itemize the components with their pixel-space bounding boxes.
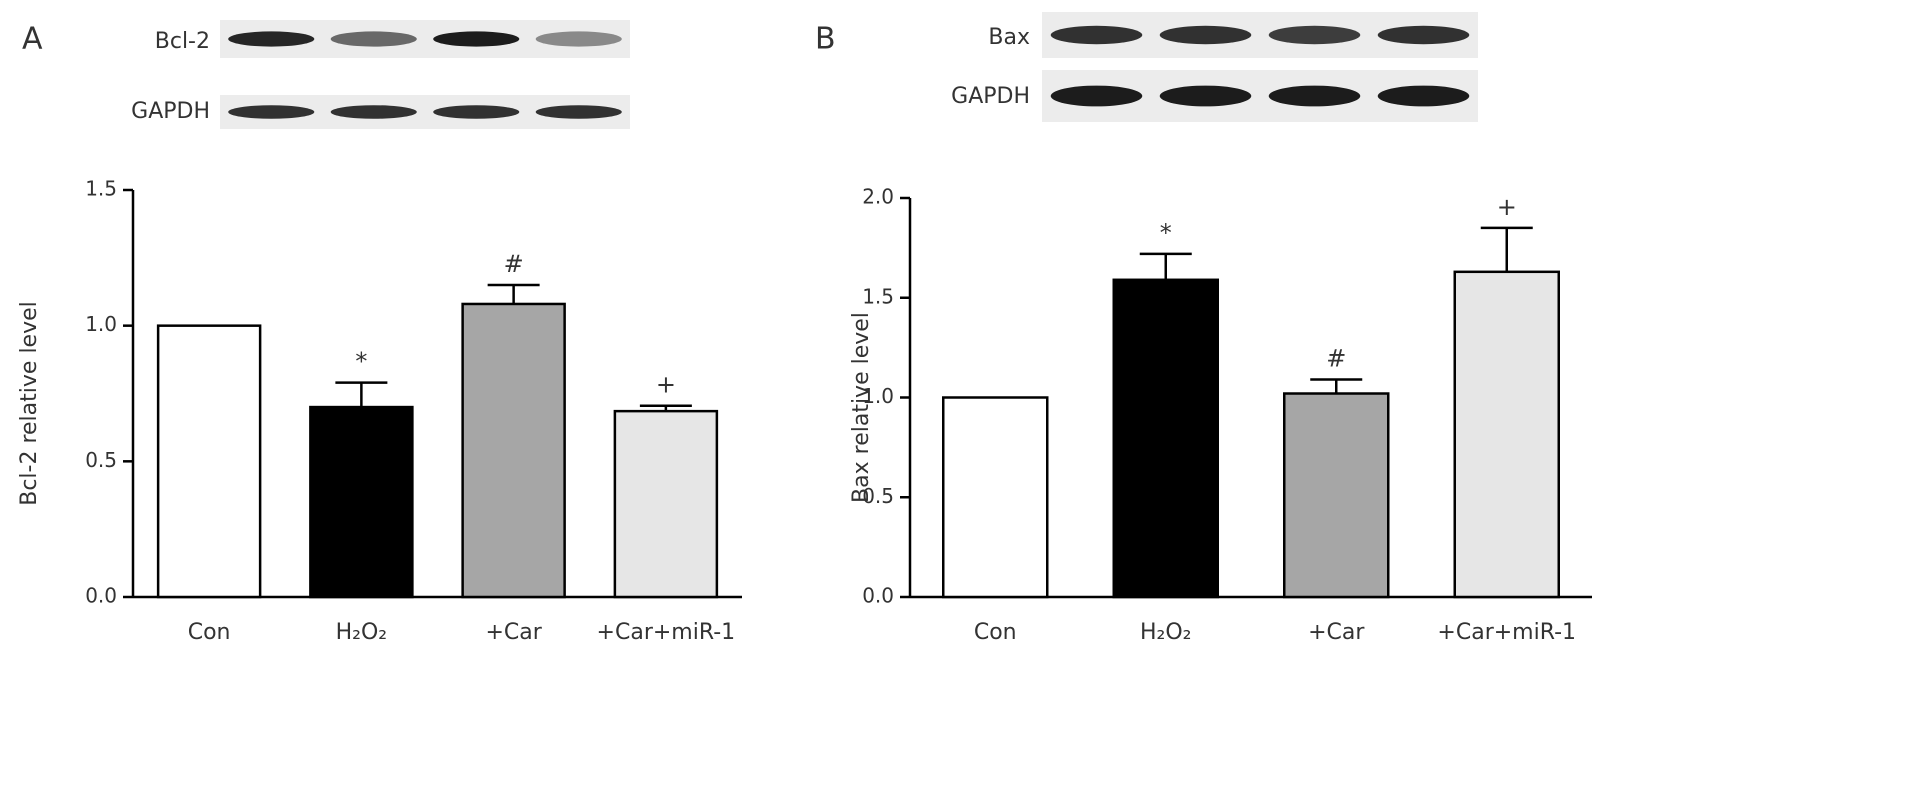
blot-band	[1050, 25, 1143, 45]
annotation: #	[504, 250, 524, 278]
y-tick-label: 1.0	[862, 384, 894, 408]
blot-band	[433, 31, 520, 47]
blot-band	[1159, 85, 1252, 107]
x-tick-label: Con	[188, 620, 231, 645]
y-tick-label: 1.0	[85, 312, 117, 336]
x-tick-label: +Car	[1308, 620, 1365, 645]
y-tick-label: 0.5	[85, 448, 117, 472]
blot-label: Bax	[988, 25, 1030, 50]
annotation: +	[1497, 193, 1517, 221]
annotation: *	[1160, 219, 1172, 247]
x-tick-label: Con	[974, 620, 1017, 645]
blot-band	[228, 105, 315, 119]
bar	[309, 405, 414, 599]
x-tick-label: +Car+miR-1	[1437, 620, 1576, 645]
bar	[1453, 270, 1560, 599]
x-tick-label: H₂O₂	[1140, 620, 1192, 645]
bar	[156, 324, 262, 599]
blot-band	[1050, 85, 1143, 107]
x-tick-label: +Car	[485, 620, 542, 645]
x-tick-label: +Car+miR-1	[597, 620, 736, 645]
blot-label: GAPDH	[951, 84, 1030, 109]
blot-band	[535, 31, 622, 47]
blot-band	[1159, 25, 1252, 45]
blot-band	[535, 105, 622, 119]
bar	[942, 396, 1049, 599]
y-tick-label: 1.5	[85, 177, 117, 201]
panel-letter: A	[22, 22, 43, 57]
blot-band	[1268, 85, 1361, 107]
bar	[1112, 278, 1219, 599]
annotation: +	[656, 371, 676, 399]
y-tick-label: 0.5	[862, 484, 894, 508]
blot-band	[433, 105, 520, 119]
blot-band	[1377, 85, 1470, 107]
y-tick-label: 1.5	[862, 284, 894, 308]
bar	[613, 409, 719, 599]
blot-band	[1377, 25, 1470, 45]
bar	[1283, 392, 1390, 599]
bar	[461, 302, 566, 599]
annotation: *	[355, 348, 367, 376]
y-tick-label: 2.0	[862, 185, 894, 209]
y-tick-label: 0.0	[862, 584, 894, 608]
blot-label: GAPDH	[131, 99, 210, 124]
y-axis-label: Bax relative level	[849, 312, 874, 503]
blot-band	[330, 31, 417, 47]
blot-band	[330, 105, 417, 119]
y-tick-label: 0.0	[85, 584, 117, 608]
y-axis-label: Bcl-2 relative level	[17, 301, 42, 506]
blot-band	[228, 31, 315, 47]
x-tick-label: H₂O₂	[336, 620, 388, 645]
annotation: #	[1326, 345, 1346, 373]
blot-band	[1268, 25, 1361, 45]
panel-letter: B	[815, 22, 836, 57]
blot-label: Bcl-2	[155, 29, 210, 54]
